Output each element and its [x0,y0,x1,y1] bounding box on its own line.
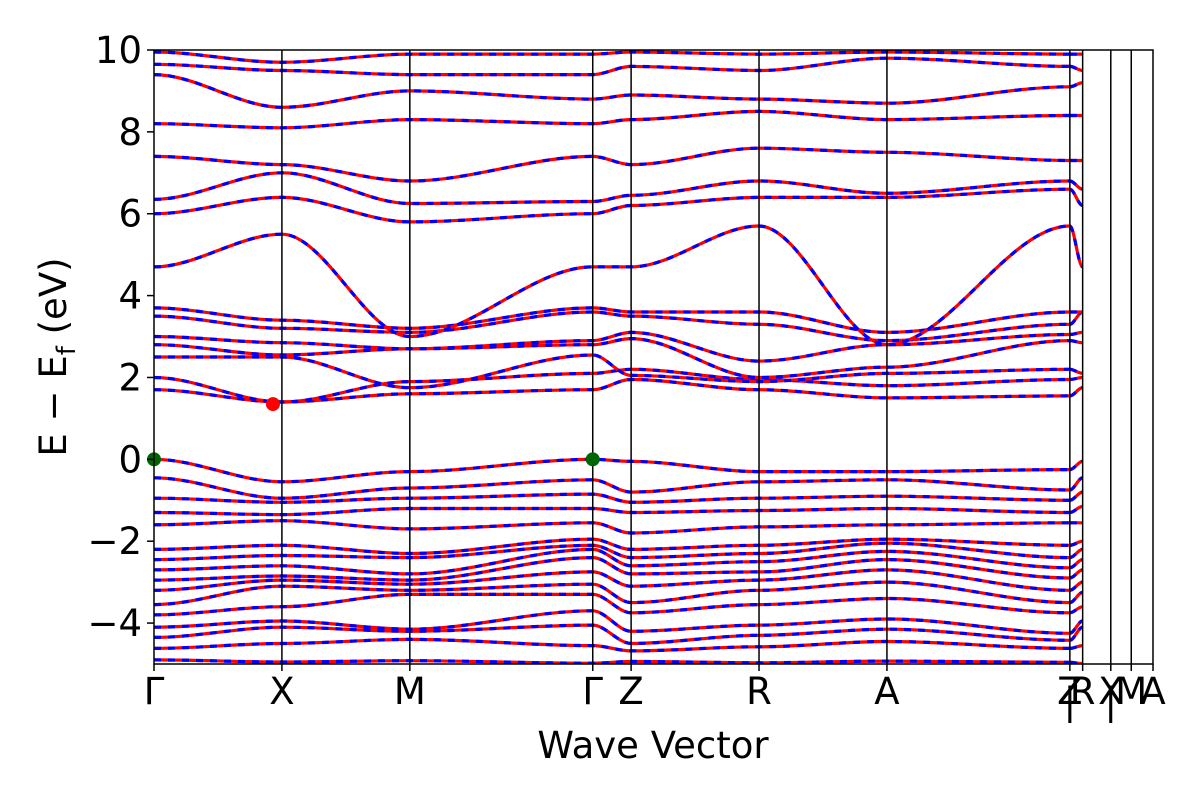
y-tick-label: 8 [118,111,142,154]
band-17-blue [154,367,1083,404]
band-27-blue [154,109,1083,130]
y-axis-label-subscript: f [52,345,82,355]
x-tick-label: R [1070,670,1096,713]
x-axis-ticks: Γ X M Γ Z R A Z|R X|MA [144,664,1166,723]
y-tick-label: 10 [95,29,142,72]
band-1-blue [154,637,1083,653]
y-tick-label: 2 [118,356,142,399]
band-edge-markers [147,397,600,467]
band-19-blue [154,337,1083,380]
y-tick-label: 4 [118,275,142,318]
x-axis-label: Wave Vector [537,724,769,767]
band-26-blue [154,146,1083,183]
band-20-blue [154,330,1083,363]
band-3-blue [154,609,1084,635]
band-22-blue [154,306,1083,334]
y-axis-label-lead: E − E [32,355,75,456]
x-tick-label: Z [618,670,643,713]
band-28-red [154,73,1083,109]
x-tick-label: R [746,670,772,713]
band-14-blue [154,476,1084,500]
y-axis-label-unit: (eV) [32,257,75,346]
y-axis-ticks: −4 −2 0 2 4 6 8 10 [87,29,154,645]
x-tick-label: M [394,670,426,713]
band-4-blue [154,592,1083,617]
band-24-red [154,187,1084,224]
plot-frame [153,49,1154,665]
band-23-blue [154,224,1085,347]
band-28-blue [154,73,1083,109]
cbm-marker [265,397,280,412]
y-tick-label: −2 [87,520,142,563]
y-tick-label: 0 [118,438,142,481]
band-7-blue [154,556,1083,582]
x-tick-label: A [1140,670,1165,713]
x-tick-label: Z [1057,670,1082,713]
band-15-red [154,457,1083,484]
band-8-blue [154,547,1083,576]
high-symmetry-lines [281,50,1133,664]
x-tick-label: A [874,670,899,713]
y-tick-label: 6 [118,193,142,236]
band-9-blue [154,541,1083,562]
x-tick-label: X [1098,670,1123,713]
band-3-red [154,609,1084,635]
y-tick-label: −4 [87,602,142,645]
band-11-blue [154,519,1083,535]
band-5-blue [154,580,1084,607]
band-2-blue [154,623,1084,646]
band-24-blue [154,187,1084,224]
band-15-blue [154,457,1083,484]
x-tick-label: Γ [582,670,603,713]
y-axis-label: E − Ef (eV) [32,257,82,456]
band-10-blue [154,537,1083,556]
x-tick-label: X [269,670,294,713]
bands-layer [154,50,1085,664]
band-6-blue [154,568,1083,592]
band-26-red [154,146,1083,183]
x-tick-label: M [1115,670,1147,713]
x-tick-label: Γ [144,670,165,713]
vbm-marker [585,452,600,467]
x-tick-separator: | [1064,680,1076,723]
x-tick-separator: | [1105,680,1117,723]
